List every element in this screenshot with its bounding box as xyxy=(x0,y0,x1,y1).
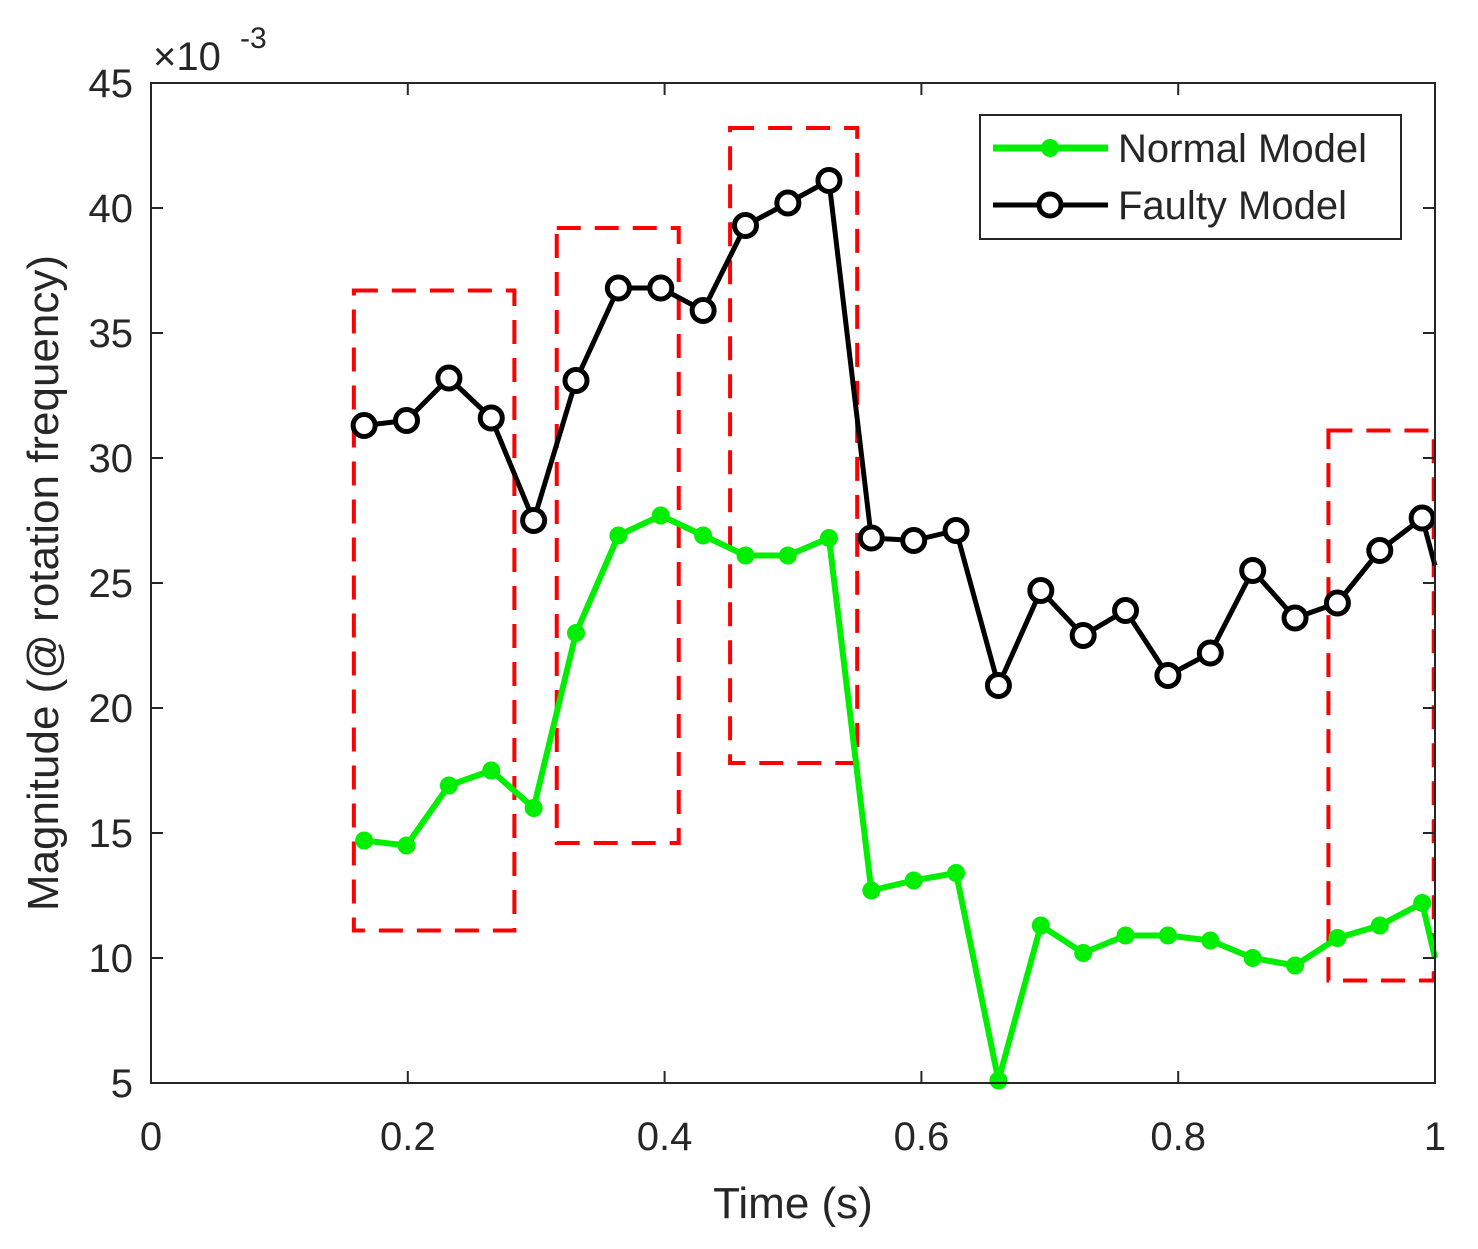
annotation-box-1 xyxy=(351,288,517,933)
series-group xyxy=(350,167,1438,1090)
y-tick-label: 25 xyxy=(89,562,134,606)
data-point-normal-model xyxy=(609,526,628,545)
data-point-faulty-model xyxy=(900,527,928,554)
data-point-normal-model xyxy=(694,526,713,545)
x-axis-title: Time (s) xyxy=(713,1179,873,1228)
data-point-normal-model xyxy=(482,761,501,780)
data-point-faulty-model xyxy=(1112,597,1140,624)
data-point-faulty-model xyxy=(477,404,505,432)
y-tick-label: 20 xyxy=(89,687,134,731)
series-faulty-model xyxy=(350,167,1438,699)
data-point-normal-model xyxy=(1328,929,1347,947)
y-tick-label: 15 xyxy=(89,812,134,856)
x-tick-label: 0.2 xyxy=(380,1115,436,1159)
y-tick-label: 5 xyxy=(111,1062,133,1106)
plot-area xyxy=(151,83,1435,1083)
annotation-box-2 xyxy=(554,226,681,845)
data-point-faulty-model xyxy=(1154,662,1182,689)
data-point-normal-model xyxy=(819,529,838,547)
x-axis: 0 0.2 0.4 0.6 0.8 1 xyxy=(140,83,1446,1159)
legend-marker-normal xyxy=(1041,139,1059,157)
data-point-normal-model xyxy=(1201,931,1220,950)
data-point-normal-model xyxy=(904,871,923,890)
annotation-boxes xyxy=(351,126,1436,983)
y-tick-label: 40 xyxy=(89,187,134,231)
data-point-normal-model xyxy=(1158,926,1177,945)
data-point-normal-model xyxy=(355,831,374,850)
legend-marker-faulty xyxy=(1036,191,1064,219)
y-exponent-power: -3 xyxy=(240,22,267,55)
data-point-faulty-model xyxy=(857,524,885,552)
y-tick-label: 30 xyxy=(89,437,134,481)
data-point-normal-model xyxy=(651,506,670,525)
data-point-faulty-model xyxy=(562,367,590,394)
data-point-normal-model xyxy=(1074,944,1093,962)
data-point-faulty-model xyxy=(774,189,802,217)
data-point-faulty-model xyxy=(520,507,548,534)
y-exponent-base: ×10 xyxy=(153,35,221,79)
data-point-faulty-model xyxy=(350,412,378,439)
data-point-faulty-model xyxy=(815,167,843,194)
x-tick-label: 0.4 xyxy=(637,1115,693,1159)
data-point-faulty-model xyxy=(689,297,717,324)
x-tick-label: 1 xyxy=(1424,1115,1446,1159)
data-point-normal-model xyxy=(1370,916,1389,935)
data-point-normal-model xyxy=(524,799,543,817)
series-normal-model xyxy=(355,506,1438,1090)
data-point-faulty-model xyxy=(1196,639,1224,667)
legend-label-faulty: Faulty Model xyxy=(1118,184,1347,228)
legend: Normal Model Faulty Model xyxy=(979,114,1402,240)
data-point-normal-model xyxy=(947,864,966,882)
y-axis-title: Magnitude (@ rotation frequency) xyxy=(19,255,68,911)
y-tick-label: 10 xyxy=(89,937,134,981)
data-point-normal-model xyxy=(862,881,881,900)
data-point-faulty-model xyxy=(1408,504,1436,532)
x-tick-label: 0.6 xyxy=(894,1115,950,1159)
data-point-faulty-model xyxy=(731,212,759,239)
y-tick-label: 45 xyxy=(89,62,134,106)
data-point-faulty-model xyxy=(1239,557,1267,584)
y-tick-label: 35 xyxy=(89,312,134,356)
data-point-normal-model xyxy=(989,1071,1008,1090)
data-point-faulty-model xyxy=(942,517,970,544)
data-point-faulty-model xyxy=(604,274,632,302)
data-point-normal-model xyxy=(778,546,797,565)
data-point-faulty-model xyxy=(435,364,463,392)
data-point-faulty-model xyxy=(1069,622,1097,649)
data-point-normal-model xyxy=(439,776,458,795)
y-axis: 5 10 15 20 25 30 35 40 45 xyxy=(89,62,1435,1106)
data-point-faulty-model xyxy=(1366,537,1394,564)
data-point-faulty-model xyxy=(647,274,675,302)
annotation-box-4 xyxy=(1326,428,1436,983)
data-point-faulty-model xyxy=(1281,604,1309,632)
x-tick-label: 0 xyxy=(140,1115,162,1159)
data-point-faulty-model xyxy=(1323,589,1351,617)
legend-label-normal: Normal Model xyxy=(1118,127,1367,171)
data-point-normal-model xyxy=(567,624,586,642)
data-point-faulty-model xyxy=(984,672,1012,699)
data-point-normal-model xyxy=(1116,926,1135,945)
x-tick-label: 0.8 xyxy=(1150,1115,1206,1159)
data-point-normal-model xyxy=(1413,894,1432,912)
data-point-faulty-model xyxy=(1027,577,1055,604)
data-point-normal-model xyxy=(1286,956,1305,975)
data-point-normal-model xyxy=(397,836,416,855)
data-point-faulty-model xyxy=(393,407,421,434)
data-point-normal-model xyxy=(1243,949,1262,967)
data-point-normal-model xyxy=(1031,916,1050,935)
data-point-normal-model xyxy=(736,546,755,565)
